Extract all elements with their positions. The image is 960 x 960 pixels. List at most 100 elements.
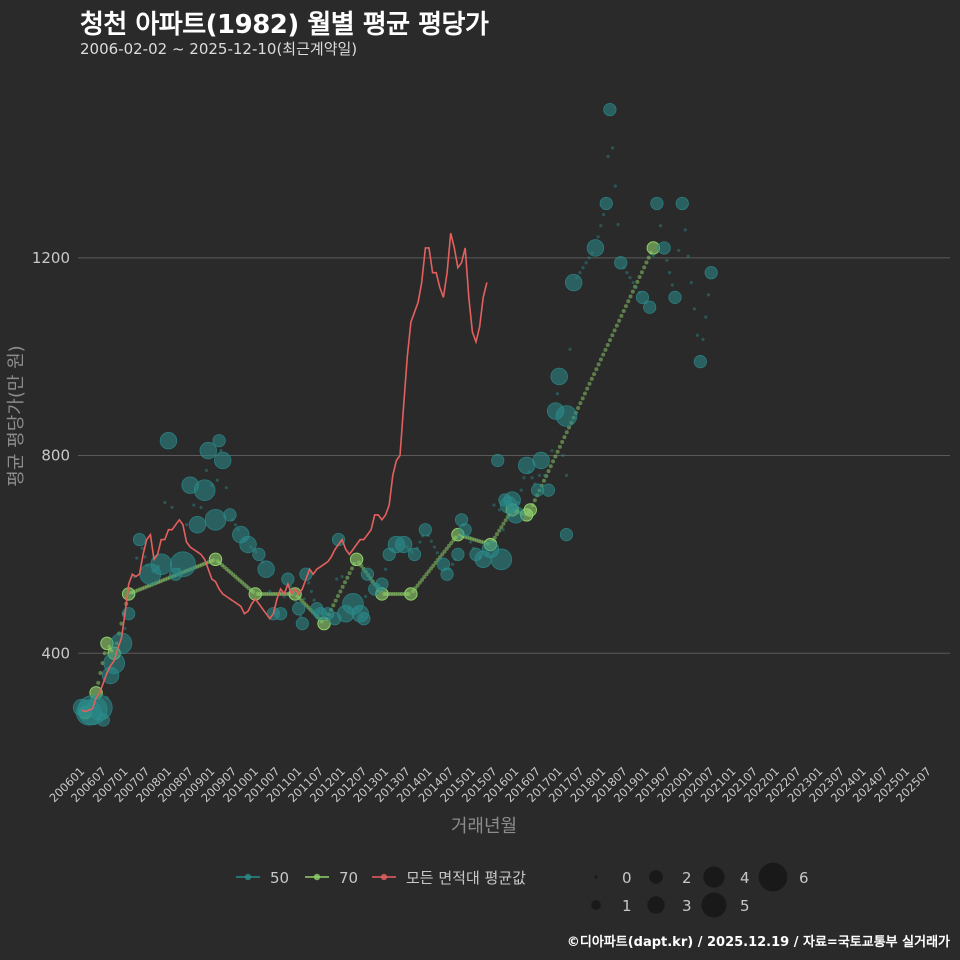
- series-50-trail: [492, 503, 496, 507]
- series-70-trail: [594, 367, 599, 372]
- series-50-trail: [667, 271, 672, 275]
- series-70-trail: [610, 333, 615, 338]
- series-50-trail: [435, 551, 440, 555]
- series-50-point: [657, 241, 671, 255]
- series-70-trail: [429, 566, 434, 571]
- series-50-point: [96, 713, 110, 727]
- series-50-point: [603, 102, 617, 117]
- series-50-trail: [596, 235, 600, 239]
- series-70-trail: [494, 532, 499, 537]
- series-50-trail: [129, 593, 133, 597]
- series-70-trail: [637, 275, 642, 280]
- series-50-trail: [628, 276, 632, 280]
- series-50-trail: [610, 146, 615, 150]
- series-50-trail: [123, 626, 127, 631]
- series-70-trail: [102, 651, 107, 656]
- series-50-trail: [312, 598, 316, 602]
- legend-size-dot: [594, 875, 598, 879]
- series-70-trail: [603, 347, 608, 352]
- series-50-trail: [369, 579, 373, 584]
- series-70-trail: [548, 464, 553, 469]
- legend-size-dot: [701, 892, 727, 918]
- series-50-point: [650, 196, 664, 211]
- series-50-point: [668, 290, 682, 304]
- series-50-trail: [429, 539, 433, 543]
- series-50-trail: [704, 315, 708, 319]
- series-50-trail: [613, 184, 617, 188]
- series-70-trail: [347, 571, 352, 576]
- series-50-point: [635, 290, 650, 304]
- series-50-trail: [651, 253, 655, 257]
- chart-title: 청천 아파트(1982) 월별 평균 평당가: [80, 10, 489, 40]
- series-50-point: [555, 405, 578, 427]
- series-70: [78, 241, 661, 720]
- series-50-trail: [522, 476, 526, 480]
- legend-size-label: 6: [799, 869, 809, 887]
- series-50-point: [274, 607, 288, 621]
- series-50-trail: [670, 283, 674, 287]
- series-50-trail: [135, 556, 139, 560]
- series-50-trail: [302, 597, 306, 601]
- legend-size-label: 0: [622, 869, 632, 887]
- legend-label: 모든 면적대 평균값: [406, 869, 526, 887]
- series-70-trail: [415, 583, 420, 588]
- series-50-point: [292, 602, 306, 616]
- series-70-point: [404, 587, 418, 601]
- series-50-trail: [581, 266, 585, 270]
- series-50-trail: [625, 271, 629, 275]
- series-50-trail: [519, 488, 523, 492]
- series-50-point: [214, 451, 232, 470]
- series-70-trail: [333, 598, 338, 603]
- series-50-point: [204, 508, 227, 531]
- series-70-trail: [639, 270, 644, 275]
- series-50-trail: [418, 540, 422, 544]
- series-50-point: [550, 367, 568, 386]
- series-70-trail: [431, 563, 436, 568]
- series-50-trail: [309, 589, 313, 594]
- series-70-trail: [546, 469, 551, 474]
- series-50-point: [239, 535, 257, 554]
- series-70-trail: [596, 362, 601, 367]
- legend-size-dot: [647, 896, 665, 914]
- series-50-trail: [578, 271, 582, 275]
- series-50-point: [394, 535, 413, 554]
- series-50-trail: [689, 280, 693, 285]
- series-70-trail: [444, 546, 449, 551]
- series-50-trail: [634, 285, 638, 290]
- series-50-trail: [706, 293, 711, 297]
- series-70-trail: [442, 549, 447, 554]
- series-50-trail: [501, 528, 505, 532]
- series-50-trail: [584, 261, 588, 265]
- series-50-point: [599, 196, 613, 211]
- series-50-trail: [450, 562, 455, 566]
- series-50-point: [257, 560, 275, 578]
- series-50-trail: [199, 505, 203, 510]
- series-50-trail: [184, 523, 189, 527]
- series-70-trail: [564, 430, 569, 435]
- series-70-trail: [449, 541, 454, 546]
- series-50-trail: [599, 224, 603, 228]
- series-70-trail: [541, 478, 546, 483]
- series-50-point: [188, 516, 207, 534]
- series-70-trail: [551, 459, 556, 464]
- series-50-trail: [686, 254, 690, 258]
- legend-size-dot: [758, 862, 788, 892]
- series-70-point: [523, 503, 537, 517]
- series-50-trail: [701, 337, 705, 341]
- legend-size-label: 1: [622, 897, 632, 915]
- legend-swatch-point: [244, 873, 252, 881]
- series-70-trail: [644, 260, 649, 265]
- series-50-trail: [163, 500, 167, 505]
- series-70-trail: [557, 444, 562, 449]
- series-50-point: [440, 567, 454, 581]
- series-50-point: [159, 432, 178, 450]
- legend-size-dot: [703, 866, 725, 888]
- series-50-trail: [543, 473, 547, 477]
- series-70-trail: [440, 552, 445, 557]
- series-50-trail: [692, 307, 696, 311]
- legend-size-dot: [591, 900, 601, 910]
- series-70-trail: [562, 435, 567, 440]
- legend-size-label: 5: [740, 897, 750, 915]
- series-70-trail: [619, 313, 624, 318]
- series-70-trail: [338, 589, 343, 594]
